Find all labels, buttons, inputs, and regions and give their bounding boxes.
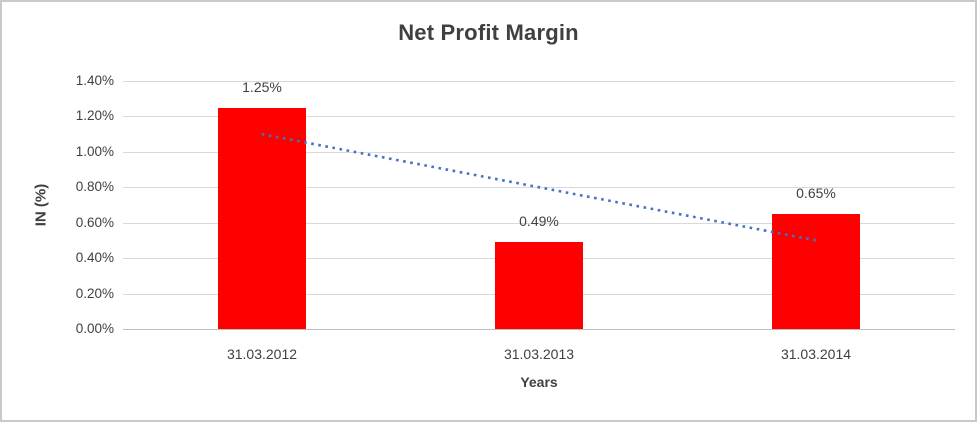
chart-title: Net Profit Margin: [398, 20, 579, 45]
data-label: 0.65%: [796, 185, 836, 201]
x-tick-label: 31.03.2012: [226, 346, 298, 362]
y-tick-label: 0.80%: [75, 179, 114, 194]
x-axis-title: Years: [520, 374, 558, 390]
x-tick-label: 31.03.2014: [780, 346, 852, 362]
y-tick-label: 1.20%: [75, 108, 114, 123]
y-tick-label: 0.20%: [75, 286, 114, 301]
bar-31.03.2013: [495, 242, 583, 329]
gridline: [123, 81, 955, 82]
gridline: [123, 116, 955, 117]
plot-area: [123, 81, 955, 330]
gridline: [123, 152, 955, 153]
y-tick-label: 0.00%: [75, 321, 114, 336]
trendline: [261, 132, 817, 242]
trendline-path: [261, 132, 817, 242]
y-tick-label: 1.00%: [75, 144, 114, 159]
x-axis-line: [123, 329, 955, 330]
y-tick-label: 0.60%: [75, 215, 114, 230]
y-tick-label: 0.40%: [75, 250, 114, 265]
bar-31.03.2012: [218, 108, 306, 329]
bar-31.03.2014: [772, 214, 860, 329]
data-label: 0.49%: [519, 213, 559, 229]
x-tick-label: 31.03.2013: [503, 346, 575, 362]
y-tick-label: 1.40%: [75, 73, 114, 88]
gridline: [123, 223, 955, 224]
data-label: 1.25%: [242, 79, 282, 95]
